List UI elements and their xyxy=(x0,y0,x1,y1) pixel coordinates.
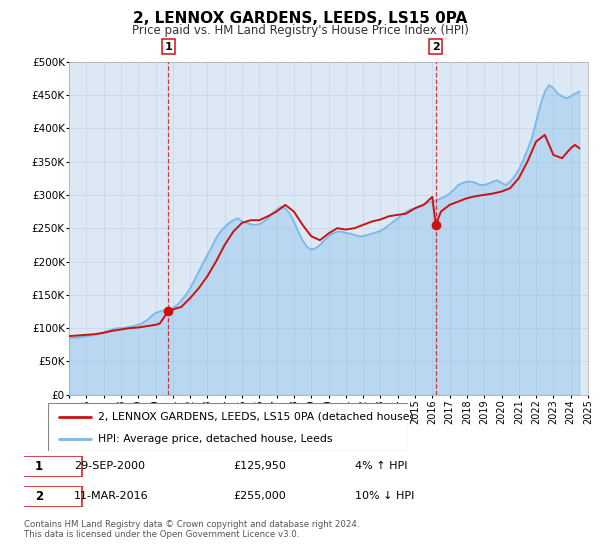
Text: 10% ↓ HPI: 10% ↓ HPI xyxy=(355,491,415,501)
Text: 2: 2 xyxy=(35,489,43,503)
Text: £125,950: £125,950 xyxy=(234,461,287,472)
FancyBboxPatch shape xyxy=(48,403,408,451)
FancyBboxPatch shape xyxy=(0,456,82,477)
Text: 2: 2 xyxy=(432,41,440,52)
Text: 4% ↑ HPI: 4% ↑ HPI xyxy=(355,461,408,472)
Text: £255,000: £255,000 xyxy=(234,491,287,501)
Text: HPI: Average price, detached house, Leeds: HPI: Average price, detached house, Leed… xyxy=(98,434,333,444)
Text: 2, LENNOX GARDENS, LEEDS, LS15 0PA (detached house): 2, LENNOX GARDENS, LEEDS, LS15 0PA (deta… xyxy=(98,412,414,422)
Text: 1: 1 xyxy=(164,41,172,52)
Text: Contains HM Land Registry data © Crown copyright and database right 2024.
This d: Contains HM Land Registry data © Crown c… xyxy=(24,520,359,539)
Text: 11-MAR-2016: 11-MAR-2016 xyxy=(74,491,148,501)
Text: Price paid vs. HM Land Registry's House Price Index (HPI): Price paid vs. HM Land Registry's House … xyxy=(131,24,469,36)
Text: 2, LENNOX GARDENS, LEEDS, LS15 0PA: 2, LENNOX GARDENS, LEEDS, LS15 0PA xyxy=(133,11,467,26)
FancyBboxPatch shape xyxy=(0,486,82,507)
Text: 29-SEP-2000: 29-SEP-2000 xyxy=(74,461,145,472)
Text: 1: 1 xyxy=(35,460,43,473)
